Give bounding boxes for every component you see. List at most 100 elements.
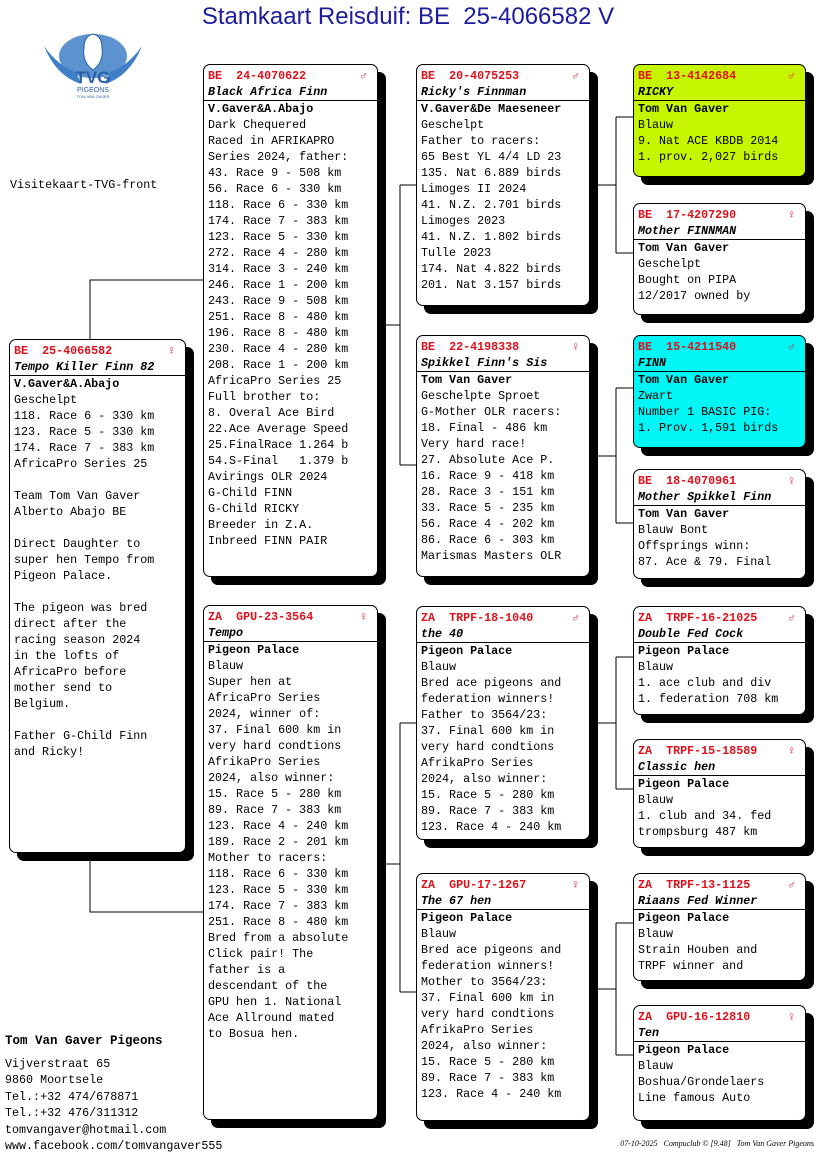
info-line: 87. Ace & 79. Final: [638, 555, 772, 569]
info-line: father is a: [208, 963, 286, 977]
contact-facebook[interactable]: www.facebook.com/tomvangaver555: [5, 1139, 223, 1153]
info-line: 174. Race 7 - 383 km: [208, 214, 349, 228]
info-line: 123. Race 5 - 330 km: [14, 425, 155, 439]
breeder: V.Gaver&A.Abajo: [14, 377, 120, 391]
breeder: Tom Van Gaver: [638, 373, 730, 387]
info-line: 22.Ace Average Speed: [208, 422, 349, 436]
info-line: Offsprings winn:: [638, 539, 751, 553]
ring: TRPF-18-1040: [449, 611, 534, 625]
info-line: Blauw: [638, 118, 674, 132]
ring: 13-4142684: [666, 69, 737, 83]
breeder: V.Gaver&A.Abajo: [208, 102, 314, 116]
pigeon-card-fmm[interactable]: BE 18-4070961 ♀ Mother Spikkel Finn Tom Van…: [633, 469, 806, 579]
connector-subject-mother: [89, 860, 203, 913]
pigeon-card-fmf[interactable]: BE 15-4211540 ♂ FINN Tom Van Gaver Zwart Numb…: [633, 335, 806, 448]
info-line: 2024, also winner:: [208, 771, 335, 785]
ring-number: ZA TRPF-13-1125 ♂: [634, 877, 805, 893]
pigeon-name: Tempo Killer Finn 82: [10, 359, 185, 376]
pigeon-card-mmf[interactable]: ZA TRPF-13-1125 ♂ Riaans Fed Winner Pigeon …: [633, 873, 806, 981]
pigeon-card-mfm[interactable]: ZA TRPF-15-18589 ♀ Classic hen Pigeon Palac…: [633, 739, 806, 848]
pigeon-card-fff[interactable]: BE 13-4142684 ♂ RICKY Tom Van Gaver Blauw 9. …: [633, 64, 806, 177]
ring-number: ZA TRPF-16-21025 ♂: [634, 610, 805, 626]
info-line: 37. Final 600 km in: [421, 991, 555, 1005]
contact-email[interactable]: tomvangaver@hotmail.com: [5, 1122, 167, 1137]
pigeon-card-f[interactable]: BE 24-4070622 ♂ Black Africa Finn V.Gaver&A…: [203, 64, 378, 577]
pigeon-card-ff[interactable]: BE 20-4075253 ♂ Ricky's Finnman V.Gaver&De …: [416, 64, 590, 306]
info-line: 251. Race 8 - 480 km: [208, 915, 349, 929]
connector-ff: [597, 116, 633, 254]
info-line: 33. Race 5 - 235 km: [421, 501, 555, 515]
info-line: Mother to racers:: [208, 851, 328, 865]
ring: 25-4066582: [42, 344, 113, 358]
info-line: 2024, also winner:: [421, 1039, 548, 1053]
info-line: Breeder in Z.A.: [208, 518, 314, 532]
info-line: 1. ace club and div: [638, 676, 772, 690]
info-line: GPU hen 1. National: [208, 995, 342, 1009]
info-line: Blauw: [638, 793, 674, 807]
info-line: Father G-Child Finn: [14, 729, 148, 743]
male-icon: ♂: [359, 69, 367, 83]
info-line: 25.FinalRace 1.264 b: [208, 438, 349, 452]
info-line: 8. Overal Ace Bird: [208, 406, 335, 420]
ring: TRPF-15-18589: [666, 744, 758, 758]
info-line: Direct Daughter to: [14, 537, 141, 551]
pigeon-card-mm[interactable]: ZA GPU-17-1267 ♀ The 67 hen Pigeon Palace Bl…: [416, 873, 590, 1121]
info-line: G-Child RICKY: [208, 502, 300, 516]
info-line: 118. Race 6 - 330 km: [208, 198, 349, 212]
info-line: Alberto Abajo BE: [14, 505, 127, 519]
pigeon-card-mf[interactable]: ZA TRPF-18-1040 ♂ the 40 Pigeon Palace Blauw…: [416, 606, 590, 840]
pigeon-card-mff[interactable]: ZA TRPF-16-21025 ♂ Double Fed Cock Pigeon P…: [633, 606, 806, 715]
info-line: 41. N.Z. 1.802 birds: [421, 230, 562, 244]
info-line: 230. Race 4 - 280 km: [208, 342, 349, 356]
pigeon-name: Black Africa Finn: [204, 84, 377, 101]
info-line: 18. Final - 486 km: [421, 421, 548, 435]
pigeon-card-mmm[interactable]: ZA GPU-16-12810 ♀ Ten Pigeon Palace Blauw Bos…: [633, 1005, 806, 1121]
info-line: G-Mother OLR racers:: [421, 405, 562, 419]
pigeon-name: Tempo: [204, 625, 377, 642]
ring-number: ZA GPU-23-3564 ♀: [204, 609, 377, 625]
country-code: ZA: [638, 1010, 653, 1024]
breeder: Pigeon Palace: [421, 911, 513, 925]
pigeon-card-subject[interactable]: BE 25-4066582 ♀ Tempo Killer Finn 82 V.Gave…: [9, 339, 186, 853]
pigeon-card-m[interactable]: ZA GPU-23-3564 ♀ Tempo Pigeon Palace Blauw Su…: [203, 605, 378, 1120]
info-line: mother send to: [14, 681, 113, 695]
info-line: Bred ace pigeons and: [421, 943, 562, 957]
info-line: 189. Race 2 - 201 km: [208, 835, 349, 849]
info-line: 123. Race 4 - 240 km: [421, 820, 562, 834]
pigeon-name: Ten: [634, 1025, 805, 1042]
info-line: AfricaPro before: [14, 665, 127, 679]
info-line: federation winners!: [421, 959, 555, 973]
info-line: Avirings OLR 2024: [208, 470, 328, 484]
info-line: AfrikaPro Series: [208, 755, 321, 769]
info-line: super hen Tempo from: [14, 553, 155, 567]
country-code: BE: [638, 69, 653, 83]
info-line: 15. Race 5 - 280 km: [208, 787, 342, 801]
male-icon: ♂: [571, 69, 579, 83]
info-line: 118. Race 6 - 330 km: [208, 867, 349, 881]
pigeon-card-ffm[interactable]: BE 17-4207290 ♀ Mother FINNMAN Tom Van Gave…: [633, 203, 806, 315]
country-code: ZA: [638, 744, 653, 758]
svg-text:PIGEONS: PIGEONS: [77, 87, 109, 94]
ring: GPU-16-12810: [666, 1010, 751, 1024]
country-code: ZA: [638, 878, 653, 892]
info-line: 243. Race 9 - 508 km: [208, 294, 349, 308]
contact-line: 9860 Moortsele: [5, 1073, 104, 1087]
info-line: to Bosua hen.: [208, 1027, 300, 1041]
info-line: 1. prov. 2,027 birds: [638, 150, 779, 164]
info-line: Blauw: [638, 1059, 674, 1073]
ring-number: ZA GPU-16-12810 ♀: [634, 1009, 805, 1025]
info-line: 272. Race 4 - 280 km: [208, 246, 349, 260]
info-line: Blauw Bont: [638, 523, 709, 537]
info-line: Blauw: [421, 927, 457, 941]
info-line: 123. Race 5 - 330 km: [208, 883, 349, 897]
info-line: Father to racers:: [421, 134, 541, 148]
pigeon-card-fm[interactable]: BE 22-4198338 ♀ Spikkel Finn's Sis Tom Van …: [416, 335, 590, 577]
connector-mother: [385, 722, 416, 993]
info-line: 37. Final 600 km in: [421, 724, 555, 738]
info-line: trompsburg 487 km: [638, 825, 758, 839]
info-line: 251. Race 8 - 480 km: [208, 310, 349, 324]
info-line: 135. Nat 6.889 birds: [421, 166, 562, 180]
info-line: 56. Race 6 - 330 km: [208, 182, 342, 196]
tvg-pigeons-logo: TVG PIGEONS TOM VAN GAVER: [44, 33, 142, 99]
female-icon: ♀: [359, 610, 367, 624]
